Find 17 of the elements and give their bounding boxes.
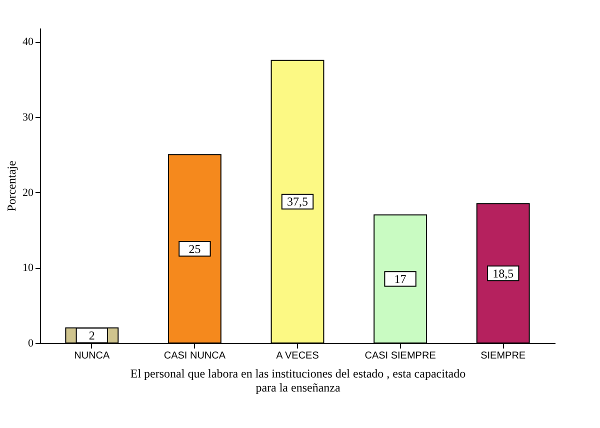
data-label: 2 xyxy=(88,328,95,342)
y-tick-label: 40 xyxy=(22,36,34,48)
y-tick-label: 10 xyxy=(22,262,34,274)
data-label: 17 xyxy=(394,272,406,286)
x-tick-label: NUNCA xyxy=(74,350,110,362)
x-tick-label: A VECES xyxy=(276,350,320,362)
x-tick-label: SIEMPRE xyxy=(480,350,526,362)
y-tick-label: 30 xyxy=(22,111,34,124)
x-tick-label: CASI SIEMPRE xyxy=(364,350,436,362)
data-label: 18,5 xyxy=(492,266,514,280)
x-axis-title: El personal que labora en las instituciones del estado , esta capacitado para la enseñanza xyxy=(130,366,466,394)
y-tick-label: 20 xyxy=(22,186,34,199)
data-label: 25 xyxy=(188,242,201,256)
y-axis-title: Porcentaje xyxy=(4,160,18,212)
data-label: 37,5 xyxy=(287,194,308,209)
y-tick-label: 0 xyxy=(28,338,34,350)
x-tick-label: CASI NUNCA xyxy=(164,350,226,362)
